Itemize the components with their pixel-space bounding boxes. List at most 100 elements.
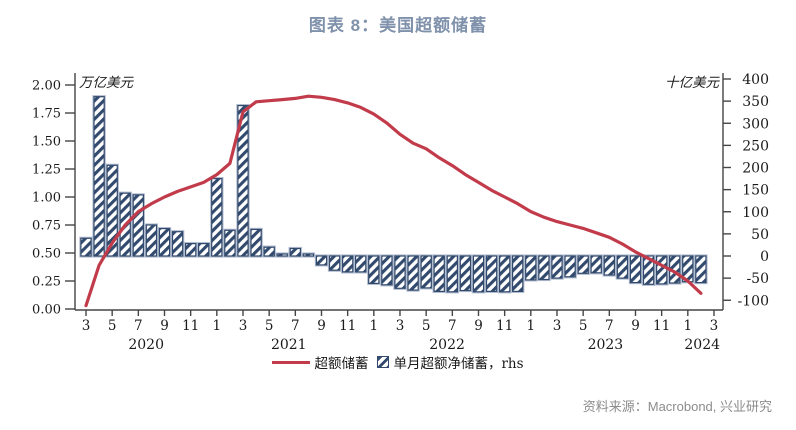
- bar-2023-09: [629, 255, 642, 284]
- bar-halo-2020-08: [144, 223, 159, 258]
- x-tick-label: 7: [291, 318, 300, 334]
- bar-halo-2024-02: [694, 254, 708, 285]
- bar-2021-11: [342, 255, 354, 273]
- right-tick-label: -100: [738, 293, 769, 309]
- bar-halo-2020-07: [131, 193, 145, 258]
- bar-2020-10: [171, 231, 184, 257]
- right-tick-label: 400: [742, 72, 769, 88]
- x-tick-label: 7: [605, 318, 614, 334]
- bar-2022-12: [511, 255, 524, 293]
- bar-2021-09: [315, 255, 328, 266]
- x-tick-label: 1: [527, 318, 536, 334]
- x-tick-label: 11: [653, 318, 670, 334]
- left-tick-label: 0.75: [32, 219, 61, 234]
- bar-halo-2022-10: [484, 254, 499, 293]
- bar-halo-2020-03: [79, 236, 93, 258]
- bar-2020-04: [93, 96, 105, 257]
- bar-2021-07: [289, 247, 302, 257]
- bar-series: [79, 95, 708, 294]
- bar-halo-2022-08: [458, 254, 473, 293]
- bar-halo-2020-10: [170, 230, 185, 258]
- bar-2021-03: [237, 104, 249, 257]
- bar-halo-2022-03: [393, 254, 407, 290]
- bar-halo-2020-05: [105, 163, 119, 258]
- bar-halo-2020-12: [197, 242, 211, 258]
- legend-line-label: 超额储蓄: [314, 356, 369, 372]
- bar-2022-04: [407, 255, 419, 291]
- x-tick-label: 7: [448, 318, 457, 334]
- bar-halo-2021-02: [223, 228, 237, 258]
- bar-2022-11: [499, 255, 511, 293]
- x-tick-label: 3: [239, 318, 248, 334]
- bar-halo-2020-09: [157, 227, 172, 258]
- left-tick-label: 1.50: [32, 135, 61, 150]
- bar-2023-02: [538, 255, 550, 281]
- bar-halo-2023-10: [641, 254, 656, 286]
- year-label-2022: 2022: [429, 337, 465, 353]
- x-tick-label: 3: [82, 318, 91, 334]
- right-tick-label: 50: [751, 227, 769, 243]
- x-tick-label: 11: [182, 318, 199, 334]
- right-tick-label: 100: [742, 205, 769, 221]
- x-tick-label: 5: [265, 318, 274, 334]
- bar-2024-02: [695, 255, 707, 284]
- right-tick-label: 0: [760, 249, 769, 265]
- x-tick-label: 5: [579, 318, 588, 334]
- bar-halo-2022-02: [380, 254, 394, 287]
- bar-2022-01: [368, 255, 380, 284]
- bar-halo-2023-09: [628, 254, 643, 285]
- bar-2020-08: [145, 224, 158, 257]
- year-label-2024: 2024: [684, 337, 720, 353]
- bar-2023-06: [590, 255, 602, 274]
- bar-halo-2021-04: [249, 227, 263, 258]
- bar-2022-08: [459, 255, 472, 292]
- bar-2021-05: [263, 246, 275, 257]
- right-tick-label: 200: [742, 161, 769, 177]
- left-tick-label: 1.00: [32, 191, 61, 206]
- left-tick-label: 1.75: [32, 107, 61, 122]
- bar-halo-2021-06: [275, 252, 289, 258]
- bar-halo-2020-06: [118, 191, 132, 258]
- x-tick-label: 5: [108, 318, 117, 334]
- bar-2023-07: [603, 255, 616, 276]
- x-tick-label: 9: [160, 318, 169, 334]
- bar-halo-2022-12: [510, 254, 525, 293]
- bar-halo-2020-04: [92, 95, 106, 258]
- bar-halo-2023-08: [615, 254, 630, 280]
- chart-title: 图表 8：美国超额储蓄: [308, 16, 488, 35]
- bar-2021-08: [302, 253, 315, 257]
- legend-item-bars: 单月超额净储蓄，rhs: [377, 352, 524, 372]
- bar-2020-11: [185, 243, 197, 257]
- bar-2022-10: [485, 255, 498, 293]
- bar-halo-2022-06: [432, 254, 446, 293]
- bar-2022-05: [420, 255, 432, 289]
- bar-2021-06: [276, 253, 288, 257]
- left-tick-label: 0.25: [32, 275, 61, 290]
- bar-2023-03: [551, 255, 563, 279]
- bar-2023-05: [577, 255, 589, 274]
- year-label-2020: 2020: [128, 337, 164, 353]
- bar-2022-07: [446, 255, 459, 293]
- legend-item-line: 超额储蓄: [272, 352, 368, 372]
- excess-savings-line: [84, 94, 703, 308]
- bar-2020-07: [132, 194, 144, 257]
- bar-2022-09: [472, 255, 485, 293]
- bar-2023-08: [616, 255, 629, 279]
- x-tick-label: 9: [631, 318, 640, 334]
- right-tick-label: 300: [742, 116, 769, 132]
- bar-2020-03: [80, 237, 92, 257]
- right-tick-label: 250: [742, 138, 769, 154]
- bar-halo-2022-07: [445, 254, 459, 294]
- bar-2023-11: [655, 255, 668, 285]
- x-tick-label: 3: [553, 318, 562, 334]
- bar-2023-01: [525, 255, 537, 281]
- bar-halo-2023-01: [524, 254, 538, 282]
- bar-halo-2023-04: [563, 254, 577, 279]
- bar-halo-2021-03: [236, 104, 250, 258]
- year-label-2023: 2023: [588, 337, 624, 353]
- x-tick-label: 9: [317, 318, 326, 334]
- bar-halo-2021-08: [301, 252, 316, 258]
- left-tick-label: 0.00: [32, 303, 61, 318]
- bar-halo-2022-11: [497, 254, 512, 294]
